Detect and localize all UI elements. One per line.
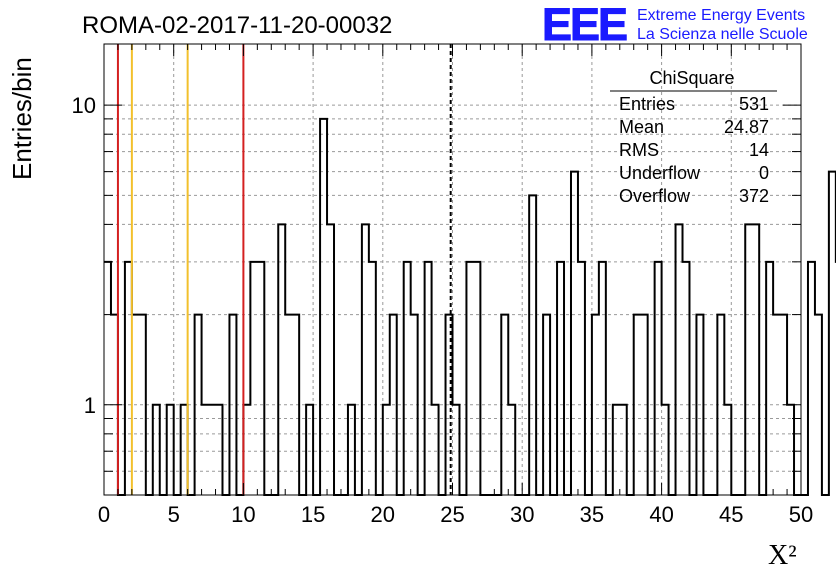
y-tick-label: 1 — [84, 393, 96, 418]
histogram-bin — [578, 262, 585, 495]
histogram-bin — [216, 405, 223, 495]
stats-label: Underflow — [619, 163, 701, 183]
histogram-bin — [306, 405, 313, 495]
x-tick-label: 30 — [510, 502, 534, 527]
histogram-bin — [362, 224, 369, 495]
stats-value: 531 — [739, 94, 769, 114]
stats-label: RMS — [619, 140, 659, 160]
histogram-bin — [453, 405, 460, 495]
histogram-bin — [829, 172, 836, 495]
histogram-bin — [501, 315, 508, 495]
histogram-bin — [752, 224, 759, 495]
histogram-bin — [815, 315, 822, 495]
histogram-bin — [529, 195, 536, 495]
histogram-bin — [390, 315, 397, 495]
histogram-bars — [104, 117, 836, 496]
stats-title: ChiSquare — [649, 68, 734, 88]
histogram-bin — [766, 262, 773, 495]
histogram-bin — [473, 262, 480, 495]
histogram-bin — [369, 262, 376, 495]
histogram-bin — [229, 315, 236, 495]
histogram-bin — [724, 405, 731, 495]
histogram-bin — [320, 119, 327, 495]
histogram-bin — [773, 315, 780, 495]
histogram-bin — [634, 315, 641, 495]
marker-lines — [116, 44, 452, 495]
logo-line2: La Scienza nelle Scuole — [637, 26, 808, 43]
stats-label: Mean — [619, 117, 664, 137]
histogram-bin — [613, 405, 620, 495]
histogram-bin — [257, 262, 264, 495]
histogram-bin — [153, 405, 160, 495]
histogram-bin — [717, 315, 724, 495]
histogram-bin — [508, 405, 515, 495]
stats-value: 0 — [759, 163, 769, 183]
histogram-bin — [181, 405, 188, 495]
histogram-bin — [209, 405, 216, 495]
x-tick-label: 25 — [440, 502, 464, 527]
histogram-bin — [104, 262, 111, 495]
axis-ticks: 0 5 10 15 20 25 30 35 40 45 50 1 10 — [72, 44, 813, 527]
x-tick-label: 0 — [98, 502, 110, 527]
histogram-bin — [425, 262, 432, 495]
histogram-bin — [195, 315, 202, 495]
histogram-bin — [432, 405, 439, 495]
eee-logo: EEE Extreme Energy Events La Scienza nel… — [542, 0, 808, 51]
stats-label: Entries — [619, 94, 675, 114]
run-title: ROMA-02-2017-11-20-00032 — [82, 12, 392, 39]
logo-line1: Extreme Energy Events — [637, 7, 805, 24]
histogram-bin — [592, 315, 599, 495]
x-tick-label: 35 — [580, 502, 604, 527]
stats-value: 372 — [739, 186, 769, 206]
stats-rows: Entries 531 Mean 24.87 RMS 14 Underflow 0 Overfl… — [619, 94, 769, 206]
x-tick-label: 5 — [168, 502, 180, 527]
x-tick-label: 10 — [231, 502, 255, 527]
histogram-bin — [571, 172, 578, 495]
histogram-bin — [557, 262, 564, 495]
y-tick-label: 10 — [72, 93, 96, 118]
histogram-bin — [292, 315, 299, 495]
stats-value: 14 — [749, 140, 769, 160]
logo-text: EEE — [542, 0, 627, 50]
stats-value: 24.87 — [724, 117, 769, 137]
histogram-bin — [655, 262, 662, 495]
histogram-bin — [348, 405, 355, 495]
x-tick-label: 45 — [719, 502, 743, 527]
histogram-bin — [250, 262, 257, 495]
histogram-bin — [285, 315, 292, 495]
histogram-bin — [202, 405, 209, 495]
histogram-bin — [139, 315, 146, 495]
histogram-bin — [167, 405, 174, 495]
histogram-bin — [327, 224, 334, 495]
histogram-bin — [466, 262, 473, 495]
stats-label: Overflow — [619, 186, 691, 206]
x-tick-label: 50 — [789, 502, 813, 527]
histogram-bin — [745, 224, 752, 495]
histogram-bin — [808, 262, 815, 495]
y-axis-label: Entries/bin — [7, 57, 37, 180]
histogram-bin — [676, 224, 683, 495]
histogram-bin — [125, 262, 132, 495]
histogram-bin — [543, 315, 550, 495]
histogram-bin — [243, 405, 250, 495]
x-axis-label: X² — [768, 540, 797, 571]
histogram-bin — [641, 315, 648, 495]
histogram-bin — [383, 405, 390, 495]
x-tick-label: 20 — [371, 502, 395, 527]
histogram-bin — [696, 315, 703, 495]
histogram-bin — [411, 315, 418, 495]
stats-box: ChiSquare Entries 531 Mean 24.87 RMS 14 Underf… — [610, 68, 777, 206]
x-tick-label: 40 — [649, 502, 673, 527]
histogram-bin — [278, 224, 285, 495]
histogram-bin — [662, 405, 669, 495]
histogram-bin — [404, 262, 411, 495]
histogram-bin — [599, 262, 606, 495]
x-tick-label: 15 — [301, 502, 325, 527]
histogram-bin — [620, 405, 627, 495]
histogram-bin — [683, 262, 690, 495]
histogram-bin — [132, 315, 139, 495]
